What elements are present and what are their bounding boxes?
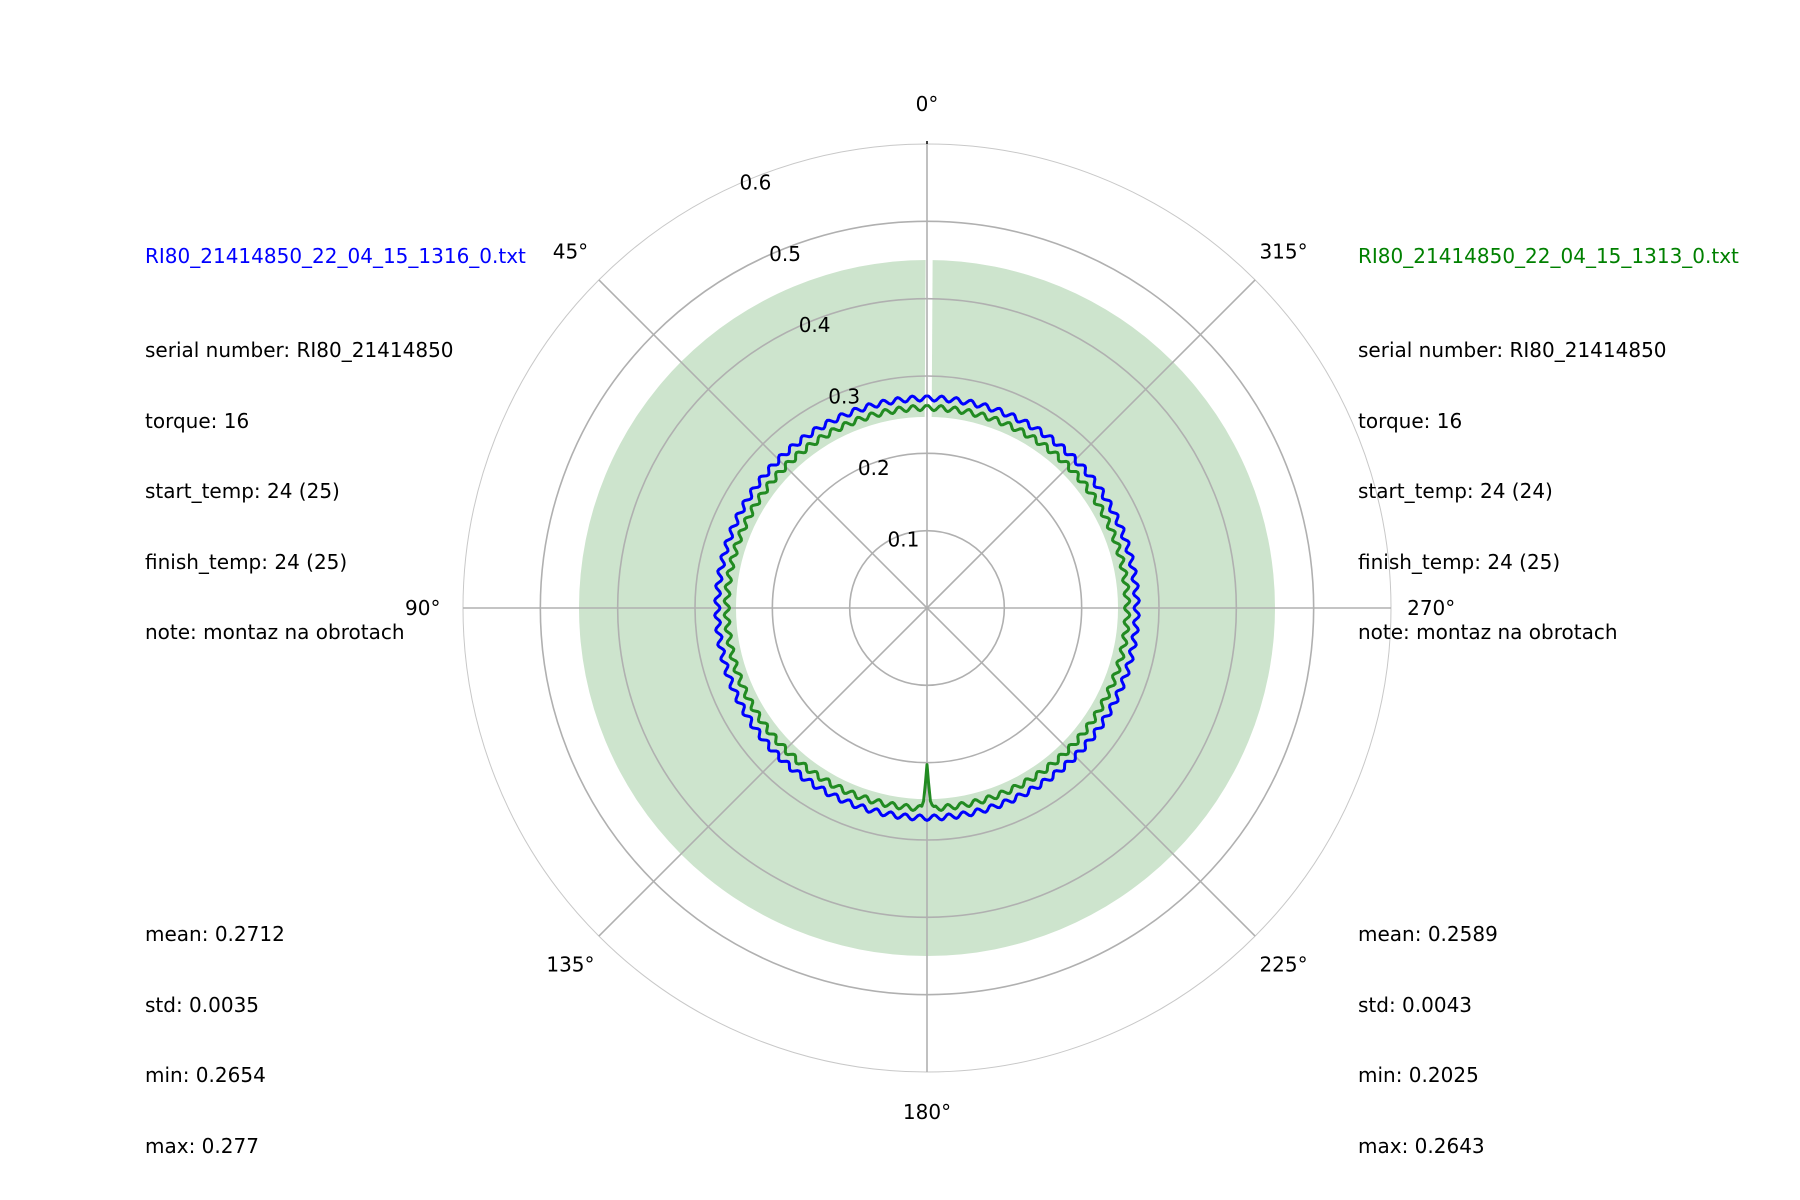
series-lines [713, 394, 1141, 822]
theta-tick-label: 315° [1259, 239, 1307, 263]
right-std: std: 0.0043 [1358, 992, 1473, 1017]
theta-tick-label: 270° [1407, 596, 1455, 620]
right-mean: mean: 0.2589 [1358, 922, 1498, 946]
right-finish-temp: finish_temp: 24 (25) [1358, 549, 1561, 574]
radial-tick-label: 0.6 [740, 170, 772, 194]
grid-spoke [926, 607, 1256, 937]
left-serial-number: serial number: RI80_21414850 [145, 338, 454, 362]
band-gap [924, 256, 933, 421]
right-file-info: RI80_21414850_22_04_15_1313_0.txt serial… [1358, 198, 1739, 668]
right-max: max: 0.2643 [1358, 1133, 1485, 1158]
left-file-name: RI80_21414850_22_04_15_1316_0.txt [145, 244, 526, 268]
right-min: min: 0.2025 [1358, 1063, 1479, 1087]
theta-tick-label: 135° [546, 953, 594, 977]
right-file-name: RI80_21414850_22_04_15_1313_0.txt [1358, 244, 1739, 268]
axis-labels: 0° 45° 90° 135° 180° 225° 270° 315° 0.1 0.2 0.3 0.4… [405, 92, 1455, 1124]
grid-spoke [598, 607, 928, 937]
left-min: min: 0.2654 [145, 1063, 266, 1087]
left-finish-temp: finish_temp: 24 (25) [145, 549, 348, 574]
theta-tick-label: 90° [405, 596, 440, 620]
series-line-1313 [722, 403, 1132, 812]
left-file-info: RI80_21414850_22_04_15_1316_0.txt serial… [145, 198, 526, 668]
series-line-1316 [713, 394, 1141, 822]
right-start-temp: start_temp: 24 (24) [1358, 479, 1553, 503]
right-note: note: montaz na obrotach [1358, 620, 1618, 644]
left-start-temp: start_temp: 24 (25) [145, 479, 340, 503]
right-statistics: mean: 0.2589 std: 0.0043 min: 0.2025 max… [1358, 876, 1498, 1182]
radial-tick-label: 0.1 [887, 528, 919, 552]
left-torque: torque: 16 [145, 408, 250, 433]
polar-grid [462, 141, 1392, 1073]
grid-spoke [926, 279, 1256, 609]
theta-tick-label: 225° [1259, 953, 1307, 977]
right-serial-number: serial number: RI80_21414850 [1358, 338, 1667, 362]
grid-spoke [598, 279, 928, 609]
left-mean: mean: 0.2712 [145, 922, 285, 946]
left-statistics: mean: 0.2712 std: 0.0035 min: 0.2654 max… [145, 876, 285, 1182]
left-std: std: 0.0035 [145, 992, 260, 1017]
radial-tick-label: 0.2 [858, 456, 890, 480]
radial-tick-label: 0.4 [799, 313, 831, 337]
theta-tick-label: 45° [553, 239, 588, 263]
right-torque: torque: 16 [1358, 408, 1463, 433]
theta-tick-label: 0° [916, 92, 939, 116]
left-note: note: montaz na obrotach [145, 620, 405, 644]
left-max: max: 0.277 [145, 1133, 259, 1158]
radial-tick-label: 0.3 [828, 385, 860, 409]
radial-tick-label: 0.5 [769, 242, 801, 266]
theta-tick-label: 180° [903, 1100, 951, 1124]
